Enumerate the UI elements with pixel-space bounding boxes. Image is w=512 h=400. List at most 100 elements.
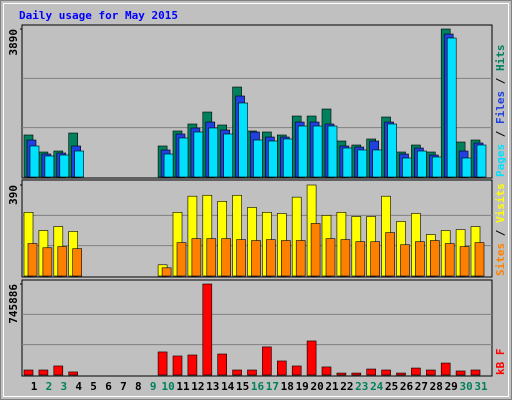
bar bbox=[44, 155, 55, 178]
bar bbox=[187, 354, 198, 376]
bar bbox=[351, 372, 362, 376]
bar bbox=[306, 340, 317, 376]
bar bbox=[415, 241, 425, 277]
bar bbox=[446, 37, 457, 178]
x-tick-label: 9 bbox=[150, 380, 157, 393]
bar bbox=[74, 150, 84, 178]
frame-inner bbox=[3, 3, 509, 397]
bar bbox=[57, 246, 68, 277]
bar bbox=[470, 369, 481, 376]
x-tick-label: 30 bbox=[459, 380, 472, 393]
legend-entry: kB F bbox=[494, 349, 507, 376]
x-tick-label: 26 bbox=[400, 380, 414, 393]
bar bbox=[342, 147, 353, 178]
bar bbox=[370, 241, 381, 277]
panel bbox=[21, 279, 493, 377]
bar bbox=[366, 368, 377, 376]
bar bbox=[221, 238, 231, 277]
bar bbox=[411, 367, 421, 376]
bar bbox=[455, 370, 466, 376]
bar bbox=[253, 139, 263, 178]
x-tick-label: 18 bbox=[281, 380, 294, 393]
bar bbox=[310, 223, 321, 277]
bar bbox=[321, 366, 332, 376]
bar bbox=[340, 239, 351, 277]
x-tick-label: 4 bbox=[75, 380, 82, 393]
legend-entry: Hits bbox=[494, 45, 507, 72]
bar bbox=[425, 369, 436, 376]
bar bbox=[193, 131, 204, 178]
bar bbox=[461, 157, 472, 178]
x-tick-label: 21 bbox=[325, 380, 339, 393]
bar bbox=[163, 153, 174, 178]
bar bbox=[474, 242, 485, 277]
bar bbox=[72, 248, 82, 277]
legend-entry: Visits bbox=[494, 183, 507, 223]
bar bbox=[217, 353, 227, 376]
bar bbox=[208, 127, 219, 178]
x-tick-label: 27 bbox=[415, 380, 428, 393]
bar bbox=[400, 244, 410, 277]
legend-entry: Sites bbox=[494, 243, 507, 276]
bar bbox=[53, 365, 64, 376]
bar bbox=[336, 372, 347, 376]
y-tick-label: 745886 bbox=[7, 284, 20, 324]
bar bbox=[223, 133, 233, 178]
bar bbox=[387, 123, 397, 178]
x-tick-label: 6 bbox=[105, 380, 112, 393]
bar bbox=[68, 371, 78, 376]
x-tick-label: 13 bbox=[206, 380, 219, 393]
x-tick-label: 23 bbox=[355, 380, 368, 393]
bar bbox=[444, 243, 455, 277]
bar bbox=[291, 365, 302, 376]
legend: Sites / Visits bbox=[494, 183, 507, 276]
x-tick-label: 10 bbox=[161, 380, 174, 393]
legend-separator: / bbox=[494, 71, 507, 91]
x-tick-label: 16 bbox=[251, 380, 265, 393]
bar bbox=[431, 156, 442, 178]
bar bbox=[247, 369, 257, 376]
x-tick-label: 8 bbox=[135, 380, 142, 393]
bar bbox=[459, 246, 470, 277]
bar bbox=[355, 241, 366, 277]
legend: Pages / Files / Hits bbox=[494, 45, 507, 178]
bar bbox=[276, 360, 287, 376]
bar bbox=[429, 240, 440, 277]
bar bbox=[206, 238, 217, 277]
bar bbox=[440, 362, 451, 376]
legend-entry: Files bbox=[494, 91, 507, 124]
x-tick-label: 31 bbox=[474, 380, 488, 393]
x-tick-label: 11 bbox=[176, 380, 190, 393]
x-tick-label: 3 bbox=[60, 380, 67, 393]
bar bbox=[327, 125, 338, 178]
chart-title: Daily usage for May 2015 bbox=[19, 9, 178, 22]
bar bbox=[312, 125, 323, 178]
x-tick-label: 1 bbox=[31, 380, 38, 393]
bar bbox=[59, 154, 70, 178]
bar bbox=[172, 355, 183, 376]
bar bbox=[38, 369, 49, 376]
bar bbox=[236, 239, 246, 277]
bar bbox=[417, 150, 427, 178]
bar bbox=[191, 238, 202, 277]
x-tick-label: 20 bbox=[310, 380, 323, 393]
bar bbox=[372, 149, 383, 178]
bar bbox=[157, 351, 168, 376]
x-tick-label: 24 bbox=[370, 380, 384, 393]
bar bbox=[268, 140, 278, 178]
x-tick-label: 7 bbox=[120, 380, 127, 393]
bar bbox=[262, 346, 272, 376]
bar bbox=[232, 369, 242, 376]
bar bbox=[178, 137, 189, 178]
x-tick-label: 25 bbox=[385, 380, 398, 393]
x-tick-label: 22 bbox=[340, 380, 353, 393]
x-tick-label: 2 bbox=[46, 380, 53, 393]
x-tick-label: 28 bbox=[430, 380, 443, 393]
bar bbox=[295, 240, 306, 277]
bar bbox=[42, 247, 53, 277]
bar bbox=[29, 145, 40, 178]
bar bbox=[396, 372, 406, 376]
legend-separator: / bbox=[494, 223, 507, 243]
x-tick-label: 5 bbox=[90, 380, 97, 393]
